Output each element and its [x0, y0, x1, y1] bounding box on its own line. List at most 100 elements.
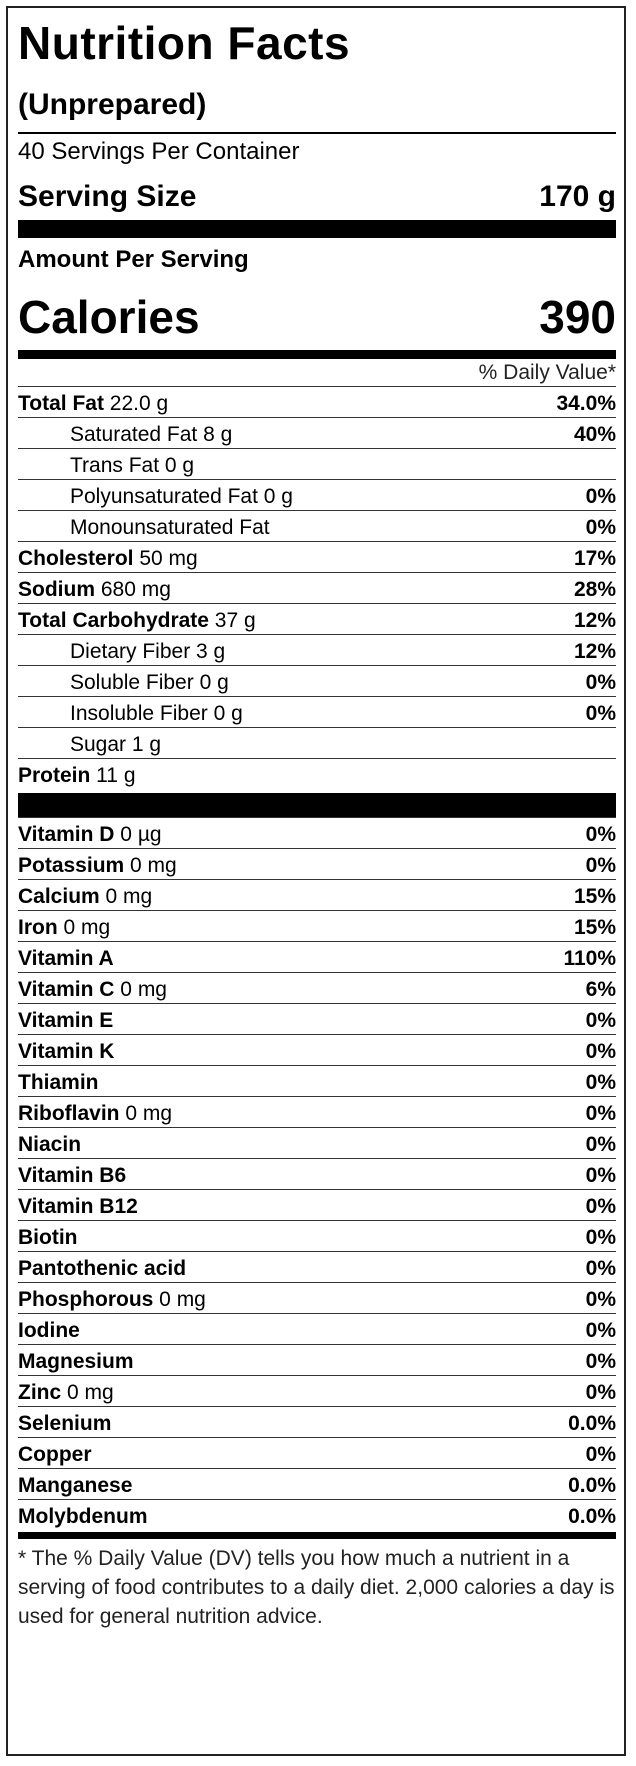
vitamin-name-bold: Thiamin — [18, 1071, 99, 1094]
vitamin-name-bold: Vitamin E — [18, 1009, 114, 1032]
servings-per-container: 40 Servings Per Container — [18, 138, 300, 165]
vitamin-row: Vitamin B12 0% — [18, 1189, 616, 1223]
vitamin-daily-value: 0% — [585, 1164, 616, 1187]
nutrition-facts-panel: Nutrition Facts (Unprepared) 40 Servings… — [6, 6, 626, 1756]
vitamin-daily-value: 0% — [585, 1040, 616, 1063]
vitamin-daily-value: 0% — [585, 854, 616, 877]
nutrient-row: Saturated Fat 8 g 40% — [18, 417, 616, 451]
nutrient-name-bold: Cholesterol — [18, 547, 134, 570]
nutrient-name-bold: Total Carbohydrate — [18, 609, 209, 632]
nutrient-amount: Saturated Fat 8 g — [70, 423, 233, 446]
label-subtitle: (Unprepared) — [18, 88, 207, 121]
nutrient-daily-value: 12% — [573, 640, 616, 663]
vitamin-name-bold: Biotin — [18, 1226, 78, 1249]
vitamin-name-bold: Iodine — [18, 1319, 80, 1342]
vitamin-row: Selenium 0.0% — [18, 1406, 616, 1440]
vitamin-amount: 0 mg — [153, 1288, 206, 1311]
vitamin-row: Molybdenum 0.0% — [18, 1499, 616, 1533]
vitamin-row: Vitamin D 0 µg 0% — [18, 817, 616, 851]
vitamin-name-bold: Manganese — [18, 1474, 133, 1497]
vitamin-name-bold: Vitamin B12 — [18, 1195, 138, 1218]
vitamin-daily-value: 0.0% — [568, 1474, 616, 1497]
nutrient-row: Dietary Fiber 3 g 12% — [18, 634, 616, 668]
nutrient-name: Soluble Fiber 0 g — [70, 666, 229, 700]
nutrient-daily-value: 0% — [585, 485, 616, 508]
vitamin-amount: 0 mg — [114, 978, 167, 1001]
vitamin-name: Vitamin A — [18, 942, 114, 976]
vitamin-name-bold: Iron — [18, 916, 58, 939]
divider-thin — [18, 132, 616, 134]
vitamin-amount: 0 mg — [57, 916, 111, 939]
vitamin-name-bold: Zinc — [18, 1381, 62, 1404]
vitamin-name-bold: Copper — [18, 1443, 92, 1466]
vitamin-name: Selenium — [18, 1407, 111, 1441]
nutrient-name: Protein 11 g — [18, 759, 136, 793]
nutrient-daily-value: 12% — [573, 609, 616, 632]
divider-thick — [18, 220, 616, 238]
vitamin-name-bold: Phosphorous — [18, 1288, 154, 1311]
vitamin-name: Biotin — [18, 1221, 77, 1255]
vitamin-row: Manganese 0.0% — [18, 1468, 616, 1502]
vitamin-name-bold: Pantothenic acid — [18, 1257, 187, 1280]
nutrient-amount: Polyunsaturated Fat 0 g — [70, 485, 293, 508]
nutrient-daily-value: 28% — [573, 578, 616, 601]
vitamin-name: Calcium 0 mg — [18, 880, 152, 914]
serving-size-label: Serving Size — [18, 180, 197, 213]
vitamin-daily-value: 0% — [585, 1319, 616, 1342]
nutrient-row: Total Carbohydrate 37 g 12% — [18, 603, 616, 637]
nutrient-row: Sugar 1 g — [18, 727, 616, 761]
nutrient-row: Cholesterol 50 mg 17% — [18, 541, 616, 575]
vitamin-name: Riboflavin 0 mg — [18, 1097, 172, 1131]
vitamin-name: Manganese — [18, 1469, 132, 1503]
vitamin-name: Pantothenic acid — [18, 1252, 186, 1286]
vitamin-daily-value: 0% — [585, 1009, 616, 1032]
vitamin-name-bold: Vitamin A — [18, 947, 114, 970]
nutrient-amount: 680 mg — [95, 578, 171, 601]
vitamin-row: Calcium 0 mg 15% — [18, 879, 616, 913]
nutrient-row: Insoluble Fiber 0 g 0% — [18, 696, 616, 730]
vitamin-name: Niacin — [18, 1128, 81, 1162]
vitamin-row: Vitamin B6 0% — [18, 1158, 616, 1192]
nutrient-amount: 50 mg — [133, 547, 198, 570]
vitamin-daily-value: 0.0% — [568, 1505, 616, 1528]
daily-value-header: % Daily Value* — [478, 361, 616, 384]
vitamin-name-bold: Vitamin B6 — [18, 1164, 127, 1187]
vitamin-name-bold: Molybdenum — [18, 1505, 148, 1528]
vitamin-row: Vitamin A 110% — [18, 941, 616, 975]
vitamin-daily-value: 0% — [585, 1071, 616, 1094]
vitamin-daily-value: 0% — [585, 1257, 616, 1280]
vitamin-row: Pantothenic acid 0% — [18, 1251, 616, 1285]
vitamin-name: Magnesium — [18, 1345, 134, 1379]
divider-medium — [18, 1532, 616, 1539]
nutrient-row: Soluble Fiber 0 g 0% — [18, 665, 616, 699]
vitamin-daily-value: 0% — [585, 1226, 616, 1249]
vitamin-row: Copper 0% — [18, 1437, 616, 1471]
nutrient-name: Dietary Fiber 3 g — [70, 635, 225, 669]
divider-medium — [18, 350, 616, 359]
nutrient-name: Total Carbohydrate 37 g — [18, 604, 256, 638]
vitamin-row: Potassium 0 mg 0% — [18, 848, 616, 882]
serving-size-row: Serving Size 170 g — [18, 180, 616, 214]
vitamin-row: Biotin 0% — [18, 1220, 616, 1254]
nutrient-name: Monounsaturated Fat — [70, 511, 270, 545]
nutrient-amount: Dietary Fiber 3 g — [70, 640, 226, 663]
vitamin-row: Vitamin E 0% — [18, 1003, 616, 1037]
vitamin-row: Iron 0 mg 15% — [18, 910, 616, 944]
nutrient-daily-value: 0% — [585, 516, 616, 539]
vitamin-daily-value: 0% — [585, 1133, 616, 1156]
divider-thick — [18, 793, 616, 817]
vitamin-name-bold: Magnesium — [18, 1350, 134, 1373]
nutrient-amount: Insoluble Fiber 0 g — [70, 702, 243, 725]
nutrient-row: Sodium 680 mg 28% — [18, 572, 616, 606]
vitamin-daily-value: 6% — [585, 978, 616, 1001]
vitamin-row: Vitamin C 0 mg 6% — [18, 972, 616, 1006]
vitamin-name-bold: Niacin — [18, 1133, 82, 1156]
nutrient-amount: Soluble Fiber 0 g — [70, 671, 229, 694]
vitamin-name: Potassium 0 mg — [18, 849, 177, 883]
serving-size-value: 170 g — [539, 180, 616, 213]
vitamin-amount: 0 mg — [99, 885, 153, 908]
vitamin-name: Vitamin E — [18, 1004, 113, 1038]
vitamin-name: Phosphorous 0 mg — [18, 1283, 206, 1317]
vitamin-amount: 0 mg — [124, 854, 177, 877]
nutrient-amount: Sugar 1 g — [70, 733, 162, 756]
